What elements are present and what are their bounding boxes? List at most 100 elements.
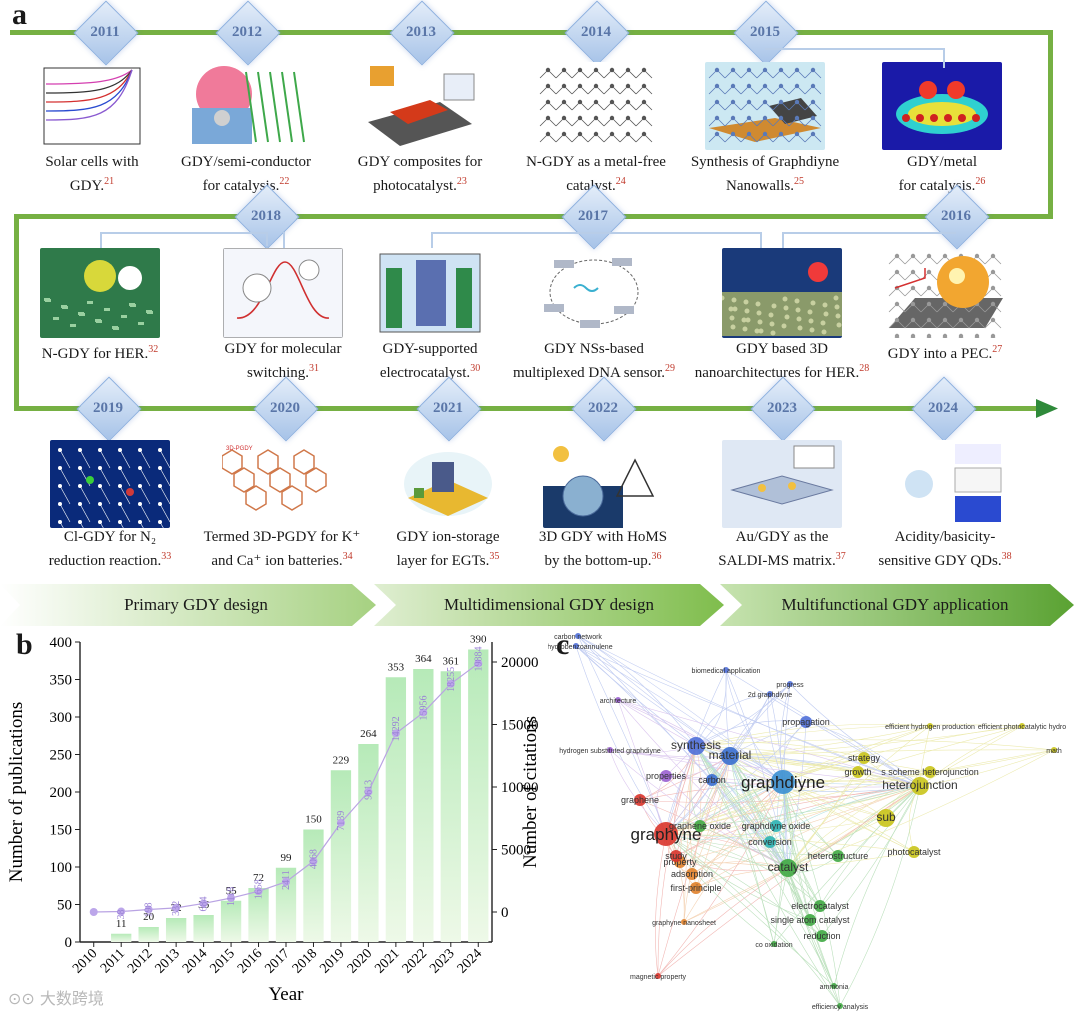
- y2-tick-label: 5000: [501, 843, 531, 859]
- network-node: [660, 770, 672, 782]
- network-edge: [683, 745, 697, 923]
- network-edge: [695, 745, 859, 773]
- timeline-track-right-drop: [1048, 30, 1053, 218]
- network-node-label: graphdiyne oxide: [742, 821, 811, 831]
- caption-au-gdy-saldi: Au/GDY as the SALDI-MS matrix.37: [718, 528, 846, 571]
- thumbnail-art: [536, 62, 656, 150]
- x-tick-label: 2019: [317, 946, 347, 976]
- citation-point: [172, 903, 181, 912]
- network-edge: [695, 745, 789, 869]
- network-edge: [782, 780, 921, 787]
- year-label: 2023: [767, 399, 797, 416]
- reference-number: 28: [859, 363, 870, 374]
- network-edge: [725, 669, 789, 869]
- network-edge: [675, 755, 731, 857]
- thumbnail-art: [544, 258, 639, 328]
- publication-value-label: 264: [360, 728, 377, 740]
- reference-number: 35: [489, 551, 500, 562]
- network-node: [634, 794, 646, 806]
- reference-number: 33: [161, 551, 172, 562]
- network-edge: [665, 833, 821, 907]
- network-edge: [577, 635, 784, 783]
- publication-bar: [468, 649, 489, 942]
- network-edge: [787, 771, 859, 869]
- network-edge: [782, 781, 835, 987]
- network-edge: [683, 781, 784, 923]
- network-edge: [699, 785, 921, 827]
- network-node-label: carbon network: [554, 634, 602, 641]
- network-node: [690, 882, 702, 894]
- network-edge: [729, 755, 839, 857]
- reference-number: 32: [148, 344, 159, 355]
- caption-cl-gdy-lattice: Cl-GDY for N₂ reduction reaction.33: [49, 528, 171, 571]
- thumbnail-graphdiyne-nanowalls: [705, 62, 825, 150]
- network-edge: [575, 645, 921, 787]
- stage-primary: Primary GDY design: [124, 595, 268, 614]
- publication-bar: [275, 867, 297, 942]
- y-tick-label: 0: [65, 935, 73, 951]
- citation-value-label: 198: [144, 903, 155, 918]
- caption-line: GDY-supported: [382, 341, 478, 357]
- publications-citations-chart: 0 50 100 150 200 250 300 350 400 0 5000 10000 15000 2…: [6, 634, 540, 1006]
- x-tick-label: 2024: [455, 946, 485, 976]
- network-edge: [729, 755, 821, 907]
- thumbnail-art: [379, 253, 481, 333]
- network-node-label: heterostructure: [808, 851, 869, 861]
- network-edge: [787, 785, 921, 869]
- y-tick-label: 350: [50, 673, 73, 689]
- network-edge: [665, 693, 771, 835]
- thumbnail-art: [885, 440, 1005, 528]
- thumbnail-art: [888, 253, 1003, 338]
- network-edge: [657, 781, 784, 977]
- y-tick-label: 250: [50, 748, 73, 764]
- caption-gdy-composite-sheet: GDY composites for photocatalyst.23: [358, 153, 482, 196]
- network-node: [787, 681, 793, 687]
- network-edge: [575, 645, 784, 783]
- network-edge: [729, 755, 835, 987]
- network-edge: [695, 745, 811, 921]
- year-badge-2018: 2018: [234, 184, 300, 250]
- network-edge: [782, 781, 915, 853]
- network-edge: [919, 749, 1055, 787]
- caption-line: multiplexed DNA sensor.29: [512, 363, 676, 381]
- publication-value-label: 229: [333, 754, 350, 766]
- thumbnail-gdy-qds: [885, 440, 1005, 528]
- network-edge: [787, 851, 915, 869]
- timeline-connector: [431, 232, 761, 234]
- publication-value-label: 99: [281, 852, 293, 864]
- network-edge: [767, 693, 784, 783]
- caption-line: 3D GDY with HoMS: [538, 529, 668, 545]
- network-node-label: strategy: [848, 753, 881, 763]
- thumbnail-tio2-graphdiyne-photocatalysis: [186, 62, 306, 150]
- reference-number: 27: [992, 344, 1003, 355]
- citation-value-label: 1118: [226, 887, 237, 906]
- thumbnail-3d-pgdy-structure: 3D-PGDY: [222, 440, 342, 528]
- y-tick-label: 100: [50, 860, 73, 876]
- publication-bar: [193, 915, 214, 942]
- network-edge: [695, 693, 771, 747]
- network-edge: [665, 771, 859, 835]
- year-label: 2014: [581, 23, 611, 40]
- network-edge: [665, 817, 887, 836]
- year-label: 2011: [90, 23, 120, 40]
- timeline-connector: [100, 232, 102, 248]
- timeline-connector: [760, 232, 762, 248]
- citation-point: [336, 818, 345, 827]
- network-edge: [665, 833, 915, 853]
- x-tick-label: 2015: [207, 946, 237, 976]
- network-edge: [789, 683, 921, 787]
- network-edge: [690, 745, 701, 827]
- network-edge: [665, 833, 839, 857]
- publication-bar: [165, 918, 187, 942]
- network-edge: [655, 833, 667, 977]
- year-label: 2019: [93, 399, 123, 416]
- citation-point: [117, 907, 126, 916]
- reference-number: 36: [651, 551, 662, 562]
- network-node-label: electrocatalyst: [791, 901, 849, 911]
- caption-3d-nanoarchitecture: GDY based 3D nanoarchitectures for HER.28: [695, 340, 870, 383]
- x-tick-label: 2021: [372, 946, 402, 976]
- reference-number: 31: [309, 363, 320, 374]
- caption-line: Acidity/basicity-: [894, 529, 996, 545]
- publication-value-label: 150: [305, 814, 322, 826]
- network-node: [767, 691, 773, 697]
